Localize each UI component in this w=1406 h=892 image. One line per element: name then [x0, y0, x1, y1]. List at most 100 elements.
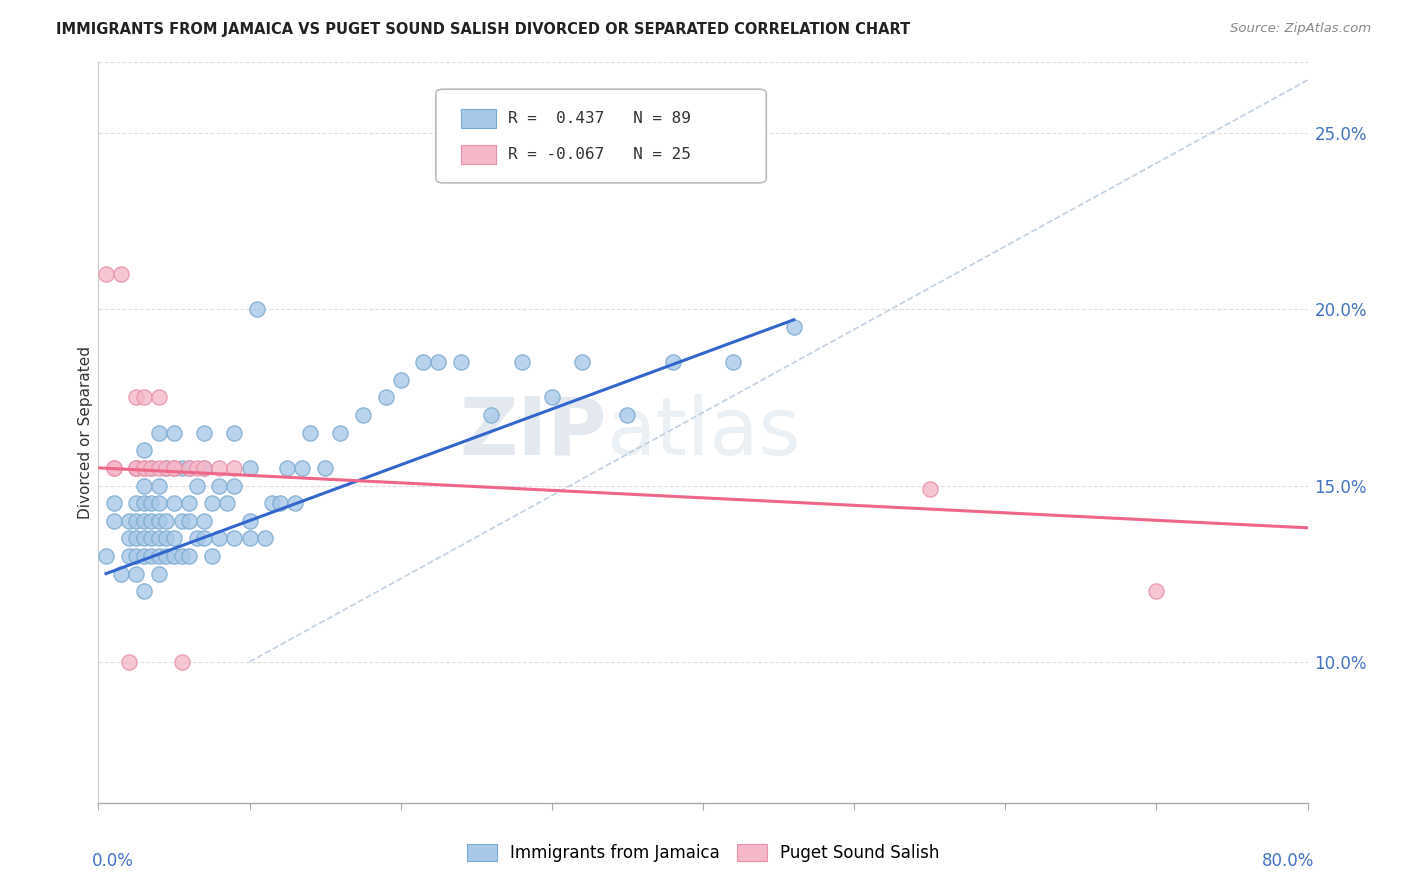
Point	[276, 461, 298, 475]
Point	[141, 496, 163, 510]
Point	[148, 496, 170, 510]
Point	[132, 584, 155, 599]
Point	[141, 549, 163, 563]
Point	[246, 302, 269, 317]
Point	[103, 461, 125, 475]
Text: 0.0%: 0.0%	[91, 852, 134, 870]
Point	[186, 478, 208, 492]
Point	[125, 532, 148, 546]
Point	[141, 461, 163, 475]
Point	[201, 496, 224, 510]
Point	[118, 532, 141, 546]
Legend: Immigrants from Jamaica, Puget Sound Salish: Immigrants from Jamaica, Puget Sound Sal…	[460, 837, 946, 869]
Point	[193, 532, 215, 546]
Text: atlas: atlas	[606, 393, 800, 472]
Point	[103, 461, 125, 475]
Point	[148, 532, 170, 546]
Point	[224, 532, 246, 546]
Point	[208, 532, 231, 546]
Point	[723, 355, 745, 369]
Point	[314, 461, 336, 475]
Point	[110, 566, 132, 581]
Point	[132, 461, 155, 475]
Point	[616, 408, 638, 422]
Point	[284, 496, 307, 510]
Point	[163, 425, 186, 440]
Point	[118, 655, 141, 669]
Point	[179, 461, 201, 475]
Point	[141, 514, 163, 528]
Point	[179, 514, 201, 528]
Point	[239, 514, 262, 528]
Point	[193, 461, 215, 475]
Point	[148, 566, 170, 581]
Point	[94, 549, 117, 563]
Point	[215, 496, 238, 510]
Y-axis label: Divorced or Separated: Divorced or Separated	[77, 346, 93, 519]
Point	[148, 425, 170, 440]
Point	[208, 478, 231, 492]
Point	[170, 549, 193, 563]
Point	[179, 549, 201, 563]
Point	[389, 373, 412, 387]
Point	[132, 443, 155, 458]
Point	[94, 267, 117, 281]
Point	[148, 478, 170, 492]
Point	[163, 461, 186, 475]
Point	[510, 355, 533, 369]
Point	[118, 549, 141, 563]
Point	[269, 496, 291, 510]
Point	[412, 355, 434, 369]
Point	[450, 355, 472, 369]
Text: ZIP: ZIP	[458, 393, 606, 472]
Point	[374, 390, 396, 404]
Point	[239, 532, 262, 546]
Point	[224, 478, 246, 492]
Point	[170, 514, 193, 528]
Point	[163, 549, 186, 563]
Point	[571, 355, 593, 369]
Text: 80.0%: 80.0%	[1263, 852, 1315, 870]
Point	[132, 461, 155, 475]
Point	[125, 514, 148, 528]
Point	[132, 514, 155, 528]
Text: IMMIGRANTS FROM JAMAICA VS PUGET SOUND SALISH DIVORCED OR SEPARATED CORRELATION : IMMIGRANTS FROM JAMAICA VS PUGET SOUND S…	[56, 22, 911, 37]
Point	[661, 355, 683, 369]
Point	[125, 566, 148, 581]
Point	[253, 532, 276, 546]
Point	[291, 461, 314, 475]
Point	[148, 461, 170, 475]
Point	[155, 461, 177, 475]
Point	[125, 461, 148, 475]
Point	[132, 478, 155, 492]
Point	[179, 496, 201, 510]
Point	[132, 390, 155, 404]
Point	[118, 514, 141, 528]
Text: Source: ZipAtlas.com: Source: ZipAtlas.com	[1230, 22, 1371, 36]
Point	[208, 461, 231, 475]
Point	[163, 461, 186, 475]
Point	[148, 390, 170, 404]
Point	[110, 267, 132, 281]
Point	[193, 461, 215, 475]
Point	[125, 549, 148, 563]
Point	[141, 532, 163, 546]
Point	[481, 408, 503, 422]
Point	[179, 461, 201, 475]
Point	[155, 549, 177, 563]
Point	[299, 425, 322, 440]
Point	[193, 425, 215, 440]
Point	[224, 425, 246, 440]
Point	[1144, 584, 1167, 599]
Text: R = -0.067   N = 25: R = -0.067 N = 25	[508, 147, 690, 161]
Point	[155, 532, 177, 546]
Point	[125, 461, 148, 475]
Point	[201, 549, 224, 563]
Point	[132, 496, 155, 510]
Point	[186, 461, 208, 475]
Point	[186, 532, 208, 546]
Point	[918, 482, 941, 496]
Point	[224, 461, 246, 475]
Point	[155, 461, 177, 475]
Point	[103, 514, 125, 528]
